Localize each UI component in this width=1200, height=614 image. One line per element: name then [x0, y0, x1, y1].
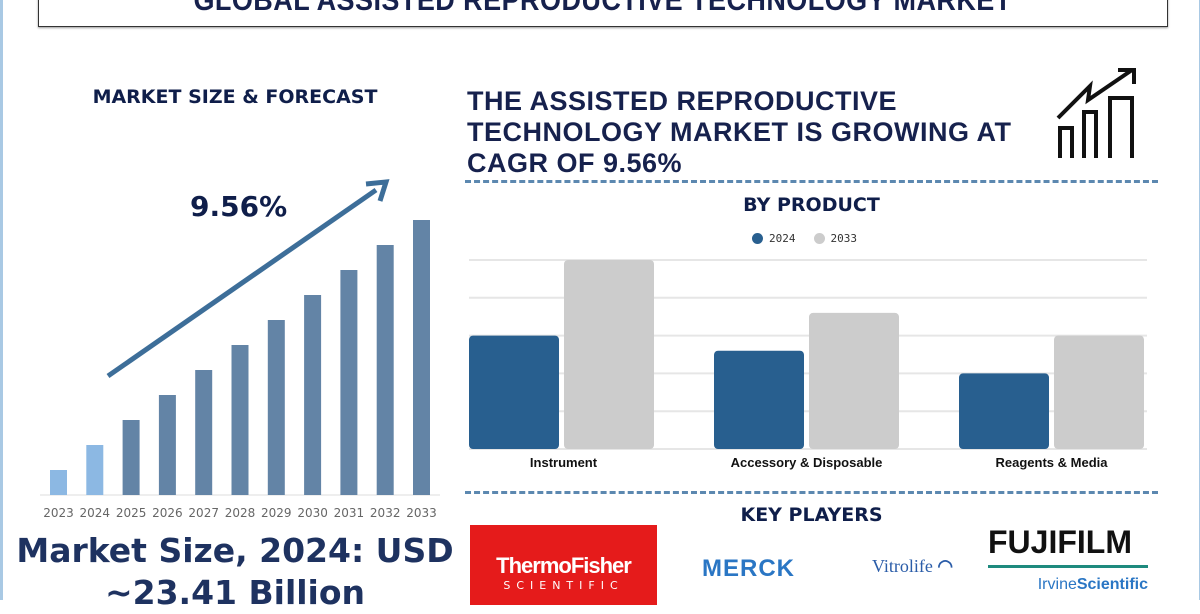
category-label: Instrument — [530, 455, 598, 470]
headline-line2: TECHNOLOGY MARKET IS GROWING AT — [467, 117, 1012, 147]
legend-swatch-2033 — [813, 233, 825, 244]
bar-2031 — [340, 270, 358, 495]
category-label: Reagents & Media — [996, 455, 1109, 470]
by-product-heading: BY PRODUCT — [743, 194, 880, 216]
bar-2025 — [122, 420, 140, 495]
tick-label-2026: 2026 — [152, 506, 183, 520]
bar-2023 — [50, 470, 67, 495]
vitrolife-logo: Vitrolife ◠ — [872, 556, 954, 576]
bar-reagents-media-2024 — [959, 373, 1049, 449]
tick-label-2027: 2027 — [188, 506, 219, 520]
legend-label-2033: 2033 — [830, 232, 858, 245]
tick-label-2033: 2033 — [406, 506, 437, 520]
bar-2026 — [158, 395, 176, 495]
legend-label-2024: 2024 — [769, 232, 796, 245]
tick-label-2028: 2028 — [225, 506, 256, 520]
market-size-line2: ~23.41 Billion — [104, 573, 366, 612]
legend-item-2033: 2033 — [813, 232, 858, 245]
headline-line3: CAGR OF 9.56% — [467, 148, 683, 178]
title-banner: GLOBAL ASSISTED REPRODUCTIVE TECHNOLOGY … — [38, 0, 1168, 27]
chart-legend: 2024 2033 — [752, 232, 857, 245]
bar-2029 — [267, 320, 285, 495]
legend-swatch-2024 — [752, 233, 763, 244]
page-title: GLOBAL ASSISTED REPRODUCTIVE TECHNOLOGY … — [193, 0, 1013, 17]
market-size-heading: MARKET SIZE & FORECAST — [92, 86, 378, 108]
arrow-head-icon — [365, 179, 390, 202]
bar-instrument-2033 — [564, 260, 654, 449]
headline-line1: THE ASSISTED REPRODUCTIVE — [467, 86, 898, 116]
category-label: Accessory & Disposable — [731, 455, 883, 470]
divider-bottom — [465, 491, 1158, 494]
bar-2032 — [376, 245, 394, 495]
bar-reagents-media-2033 — [1054, 335, 1144, 449]
tick-label-2024: 2024 — [80, 506, 111, 520]
bar-2027 — [195, 370, 213, 495]
tick-label-2025: 2025 — [116, 506, 147, 520]
by-product-chart: Instrument Accessory & Disposable Reagents… — [469, 259, 1147, 470]
legend-item-2024: 2024 — [752, 232, 796, 245]
bar-2024 — [86, 445, 104, 495]
cagr-annotation: 9.56% — [190, 190, 288, 223]
tick-label-2032: 2032 — [370, 506, 401, 520]
bar-instrument-2024 — [469, 335, 559, 449]
market-size-text: Market Size, 2024: USD ~23.41 Billion — [0, 530, 470, 614]
tick-label-2023: 2023 — [43, 506, 74, 520]
tick-label-2029: 2029 — [261, 506, 292, 520]
bar-accessory-disposable-2024 — [714, 350, 804, 449]
growth-arrow — [106, 187, 378, 379]
bar-accessory-disposable-2033 — [809, 312, 899, 449]
bar-2033 — [413, 220, 430, 495]
key-players-heading: KEY PLAYERS — [740, 504, 883, 526]
market-size-line1: Market Size, 2024: USD — [16, 531, 454, 570]
fujifilm-irvine-logo: FUJIFILM IrvineScientific — [988, 524, 1148, 593]
divider-top — [465, 180, 1158, 183]
cagr-headline: THE ASSISTED REPRODUCTIVE TECHNOLOGY MAR… — [467, 86, 1012, 179]
bar-2028 — [231, 345, 249, 495]
thermofisher-logo: ThermoFisher SCIENTIFIC — [470, 525, 657, 605]
bar-2030 — [304, 295, 322, 495]
tick-label-2031: 2031 — [334, 506, 365, 520]
tick-label-2030: 2030 — [297, 506, 328, 520]
growth-chart-arrow-icon — [1056, 68, 1136, 158]
market-forecast-chart: 2023 2024 2025 2026 2027 2028 2029 2030 2031 2032… — [40, 179, 440, 520]
merck-logo: MERCK — [702, 555, 795, 582]
